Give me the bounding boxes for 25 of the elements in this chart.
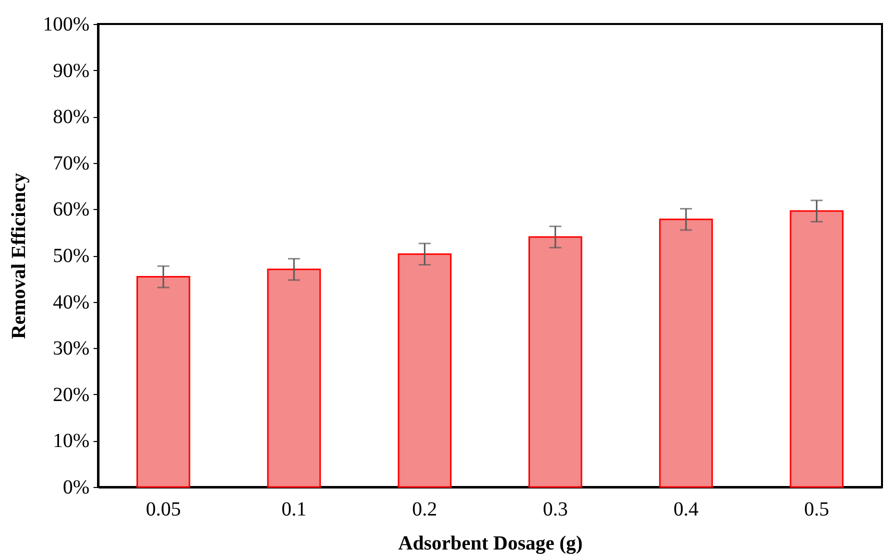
y-axis-title: Removal Efficiency <box>8 172 30 340</box>
x-tick-label: 0.4 <box>674 498 698 520</box>
bar <box>659 218 713 488</box>
y-tick-label: 60% <box>52 198 90 221</box>
y-tick-label: 100% <box>42 14 90 36</box>
bar <box>528 236 582 488</box>
x-tick-label: 0.1 <box>282 498 306 520</box>
x-tick-label: 0.2 <box>412 498 438 520</box>
bar <box>398 253 452 488</box>
y-tick-label: 10% <box>52 430 90 452</box>
bar <box>267 268 321 488</box>
x-tick-label: 0.5 <box>804 498 830 520</box>
y-tick-label: 40% <box>52 291 90 314</box>
y-tick-label: 70% <box>52 152 90 174</box>
y-tick-label: 0% <box>62 476 90 498</box>
y-tick-label: 30% <box>52 338 90 360</box>
y-tick-label: 20% <box>52 384 90 406</box>
bar <box>136 276 190 488</box>
y-tick-label: 50% <box>52 245 90 267</box>
x-tick-label: 0.3 <box>542 498 568 520</box>
y-tick-label: 80% <box>52 106 90 128</box>
y-tick-label: 90% <box>52 60 90 82</box>
bar <box>790 210 844 488</box>
x-tick-label: 0.05 <box>146 498 181 520</box>
x-axis-title: Adsorbent Dosage (g) <box>398 532 583 554</box>
